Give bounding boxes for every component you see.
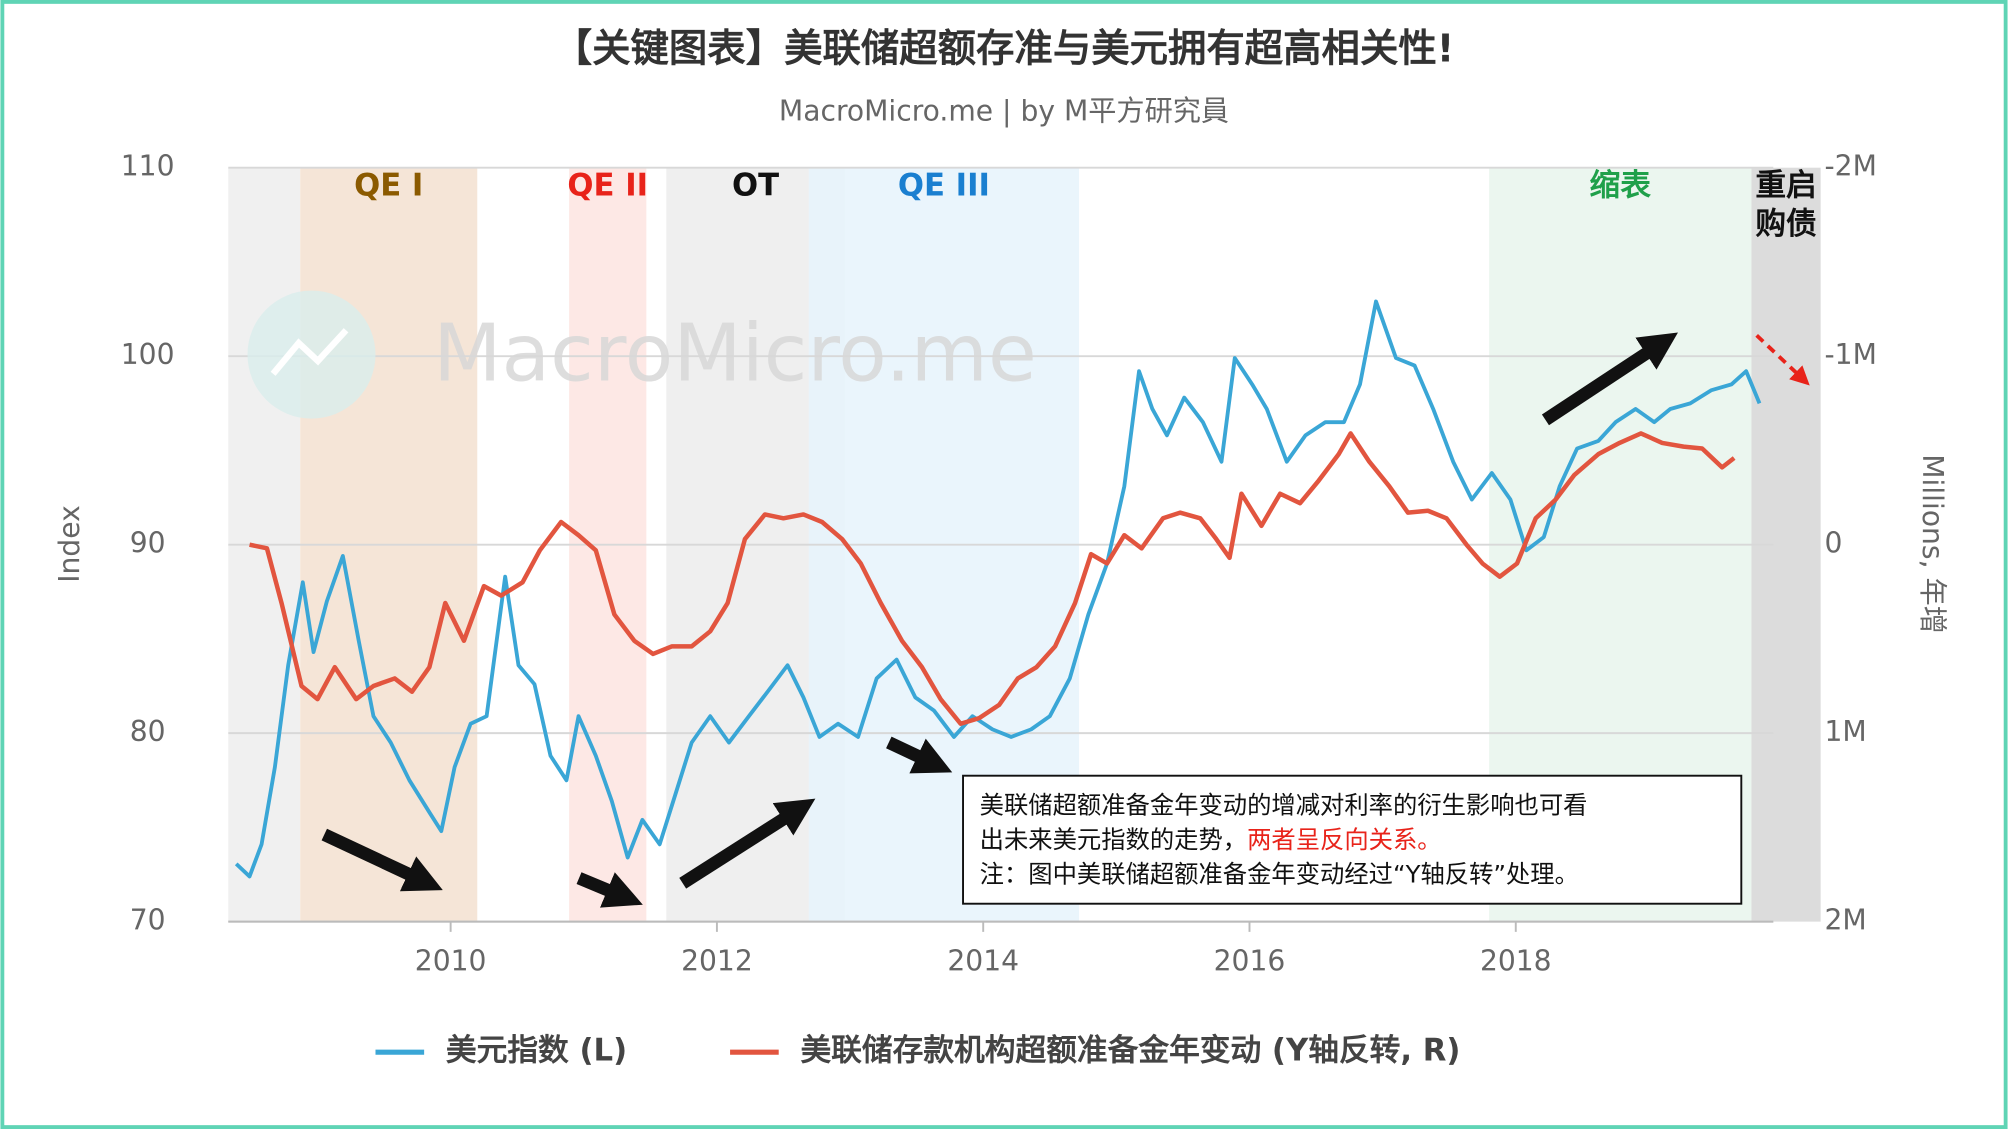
- period-label: 缩表: [1590, 167, 1652, 203]
- period-label: OT: [732, 167, 779, 203]
- y2-tick-label: 2M: [1825, 904, 1867, 937]
- series-line: [234, 299, 1762, 879]
- annotation-box: [962, 774, 1743, 905]
- arrow: [679, 798, 816, 889]
- arrow: [1541, 332, 1678, 426]
- y-tick-label: 100: [121, 338, 175, 371]
- annotation: 美联储超额准备金年变动的增减对利率的衍生影响也可看: [980, 790, 1588, 819]
- x-tick-label: 2018: [1480, 945, 1552, 978]
- arrow: [886, 736, 953, 774]
- legend-label: 美联储存款机构超额准备金年变动 (Y轴反转, R): [800, 1033, 1460, 1069]
- x-tick-label: 2010: [415, 945, 487, 978]
- legend-label: 美元指数 (L): [446, 1033, 627, 1069]
- y2-tick-label: 0: [1825, 527, 1843, 560]
- chart-title: 【关键图表】美联储超额存准与美元拥有超高相关性!: [554, 27, 1454, 72]
- period-label: 购债: [1755, 206, 1816, 242]
- arrow: [576, 872, 643, 908]
- y-tick-label: 90: [130, 527, 166, 560]
- y-tick-label: 110: [121, 150, 175, 183]
- period-label: QE II: [567, 167, 648, 203]
- y-tick-label: 70: [130, 904, 166, 937]
- watermark: MacroMicro.me: [433, 306, 1037, 399]
- watermark-logo-mark: [270, 328, 349, 376]
- y2-tick-label: 1M: [1825, 715, 1867, 748]
- x-tick-label: 2012: [681, 945, 753, 978]
- y2-tick-label: -1M: [1825, 338, 1877, 371]
- arrow: [1755, 333, 1810, 386]
- annotation-highlight: 两者呈反向关系。: [1247, 825, 1441, 854]
- chart-subtitle: MacroMicro.me | by M平方研究員: [779, 95, 1229, 128]
- series-line: [249, 431, 1736, 726]
- period-label: QE III: [898, 167, 990, 203]
- annotation: 注：图中美联储超额准备金年变动经过“Y轴反转”处理。: [980, 860, 1579, 889]
- y2-tick-label: -2M: [1825, 150, 1877, 183]
- y-axis-label: Index: [53, 505, 86, 583]
- arrows: [321, 332, 1810, 908]
- period-label: 重启: [1755, 167, 1816, 203]
- annotation: 出未来美元指数的走势，两者呈反向关系。: [980, 825, 1442, 854]
- y2-axis-label: Millions, 年增: [1916, 454, 1949, 634]
- x-tick-label: 2016: [1214, 945, 1286, 978]
- annotation-text: 出未来美元指数的走势，: [980, 825, 1247, 854]
- x-tick-label: 2014: [947, 945, 1019, 978]
- period-label: QE I: [354, 167, 423, 203]
- arrow: [321, 828, 443, 892]
- y-tick-label: 80: [130, 715, 166, 748]
